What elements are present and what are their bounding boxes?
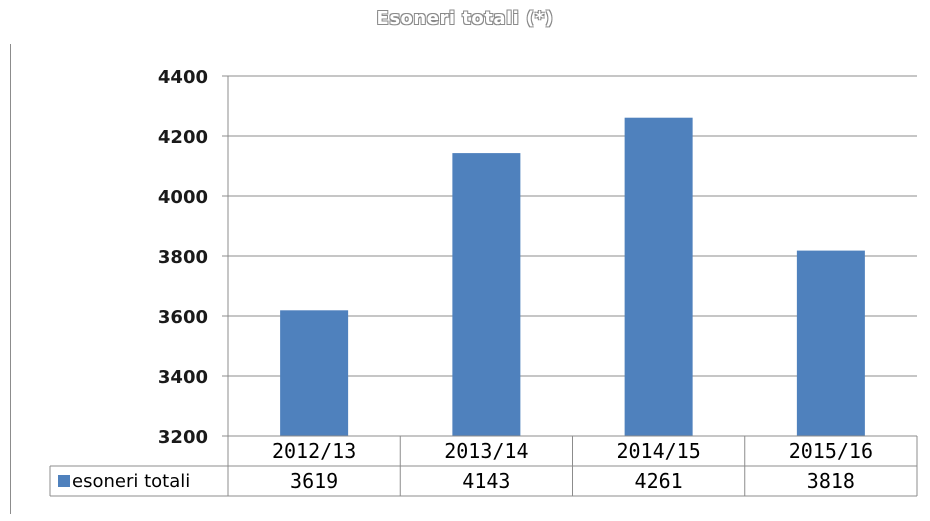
- y-tick-label: 3800: [158, 247, 208, 268]
- bar: [796, 250, 865, 436]
- bars: [280, 117, 865, 436]
- data-label: 3619: [290, 469, 338, 493]
- bar: [624, 117, 693, 436]
- x-tick-label: 2015/16: [789, 439, 873, 463]
- data-table: 2012/13 2013/14 2014/15 2015/16 esoneri tota…: [49, 435, 918, 497]
- bar: [280, 310, 349, 436]
- data-label: 4261: [635, 469, 683, 493]
- axes: [222, 75, 229, 437]
- y-tick-label: 3200: [158, 427, 208, 448]
- bar: [452, 153, 521, 436]
- y-tick-labels: 3200 3400 3600 3800 4000 4200 4400: [158, 67, 208, 448]
- y-tick-label: 4000: [158, 187, 208, 208]
- data-label: 4143: [462, 469, 510, 493]
- legend-swatch: [58, 475, 70, 487]
- y-tick-label: 4400: [158, 67, 208, 88]
- legend-label: esoneri totali: [72, 471, 190, 492]
- left-divider: [10, 44, 11, 514]
- chart-title: Esoneri totali (*): [376, 8, 554, 29]
- y-tick-label: 4200: [158, 127, 208, 148]
- y-tick-label: 3600: [158, 307, 208, 328]
- x-tick-label: 2014/15: [616, 439, 700, 463]
- x-tick-label: 2012/13: [272, 439, 356, 463]
- data-label: 3818: [807, 469, 855, 493]
- x-tick-label: 2013/14: [444, 439, 528, 463]
- y-tick-label: 3400: [158, 367, 208, 388]
